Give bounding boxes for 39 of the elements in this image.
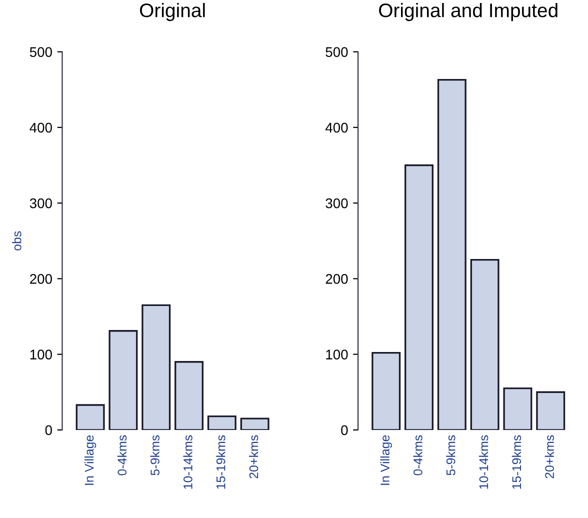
x-tick-label: 0-4kms xyxy=(117,435,127,476)
y-tick-label: 500 xyxy=(30,47,52,57)
y-tick-label: 200 xyxy=(326,274,348,284)
bar xyxy=(437,78,466,430)
y-tick-label: 500 xyxy=(326,47,348,57)
bar xyxy=(76,404,105,430)
y-tick-label: 0 xyxy=(45,425,52,436)
bar xyxy=(174,361,204,430)
x-tick-label: 15-19kms xyxy=(216,435,226,489)
x-tick-label: 5-9kms xyxy=(446,435,456,476)
y-tick-label: 200 xyxy=(30,274,52,284)
y-tick-label: 300 xyxy=(30,198,52,208)
bar xyxy=(372,352,401,430)
y-tick-label: 0 xyxy=(341,425,348,436)
x-tick-label: 15-19kms xyxy=(512,435,522,489)
y-axis-title: obs xyxy=(12,231,22,250)
x-tick-label: 10-14kms xyxy=(183,435,192,489)
y-tick-label: 100 xyxy=(326,350,348,360)
bar xyxy=(536,391,566,430)
x-tick-label: 0-4kms xyxy=(413,435,422,476)
bar xyxy=(240,418,270,430)
bar xyxy=(404,164,434,430)
bar xyxy=(108,330,138,430)
chart-title: Original xyxy=(140,2,205,22)
chart-title: Original and Imputed xyxy=(379,2,558,22)
x-tick-label: 10-14kms xyxy=(478,435,488,489)
bar xyxy=(207,415,236,430)
y-tick-label: 300 xyxy=(326,198,348,208)
x-tick-label: 20+kms xyxy=(544,435,554,478)
y-tick-label: 100 xyxy=(30,350,52,360)
bar xyxy=(142,304,171,430)
x-tick-label: 5-9kms xyxy=(150,435,160,476)
bar xyxy=(503,388,532,430)
bar xyxy=(470,258,500,430)
x-tick-label: In Village xyxy=(84,435,96,485)
x-tick-label: In Village xyxy=(380,435,392,485)
y-tick-label: 400 xyxy=(325,122,348,133)
x-tick-label: 20+kms xyxy=(248,435,258,478)
y-tick-label: 400 xyxy=(30,122,52,133)
